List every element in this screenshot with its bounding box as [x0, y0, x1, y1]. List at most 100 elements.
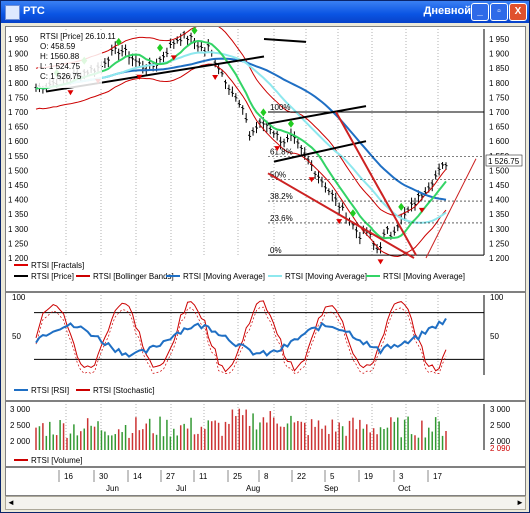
- trendline-red-up: [425, 158, 477, 259]
- date-month-label: Jun: [106, 484, 119, 493]
- fractal-down-icon: [418, 207, 425, 213]
- fib-level-label: 23.6%: [270, 214, 293, 223]
- date-day-label: 14: [133, 472, 142, 481]
- legend-label: RTSI [Price]: [31, 272, 74, 281]
- legend-label: RTSI [Bollinger Bands]: [93, 272, 174, 281]
- fractal-down-icon: [212, 74, 219, 80]
- restore-button[interactable]: ▫: [490, 3, 508, 21]
- close-button[interactable]: X: [509, 3, 527, 21]
- price-panel[interactable]: 1 950 1 950 1 900 1 900 1 850 1 850 1 800 1 800…: [5, 22, 526, 292]
- rsi-tick-right: 50: [490, 332, 499, 341]
- price-tick-right: 1 750: [489, 93, 510, 102]
- price-tick-left: 1 300: [8, 225, 29, 234]
- price-tick-left: 1 500: [8, 166, 29, 175]
- trendline-red-steep: [335, 111, 417, 256]
- fractal-down-icon: [136, 74, 143, 80]
- legend-label: RTSI [Volume]: [31, 456, 82, 465]
- date-day-label: 22: [297, 472, 306, 481]
- date-day-label: 8: [264, 472, 269, 481]
- volume-tick-left: 3 000: [10, 405, 31, 414]
- rsi-chart[interactable]: 100 100 50 50 RTSI [RSI] RTSI [Stochastic]: [6, 293, 525, 400]
- price-tick-left: 1 650: [8, 123, 29, 132]
- scroll-left-icon[interactable]: ◄: [7, 498, 15, 507]
- timeframe-label[interactable]: Дневной: [423, 5, 472, 17]
- date-day-label: 5: [330, 472, 335, 481]
- legend-label: RTSI [Stochastic]: [93, 386, 155, 395]
- price-tick-left: 1 800: [8, 79, 29, 88]
- price-tick-right: 1 900: [489, 50, 510, 59]
- price-tick-right: 1 500: [489, 166, 510, 175]
- title-bar: РТС Дневной _ ▫ X: [1, 1, 529, 23]
- volume-panel[interactable]: 3 000 3 000 2 500 2 500 2 000 2 000 2 090 RTSI…: [5, 401, 526, 467]
- trendline-channel-low: [273, 140, 367, 163]
- volume-last-value: 2 090: [490, 444, 511, 453]
- fib-level-label: 0%: [270, 246, 282, 255]
- date-month-label: Aug: [246, 484, 260, 493]
- ohlc-info-line: H: 1560.88: [40, 52, 80, 61]
- price-tick-right: 1 950: [489, 35, 510, 44]
- info-box: [38, 30, 102, 88]
- fractal-up-icon: [260, 108, 267, 117]
- fib-level-label: 38.2%: [270, 192, 293, 201]
- date-day-label: 19: [364, 472, 373, 481]
- date-day-label: 25: [233, 472, 242, 481]
- price-tick-left: 1 450: [8, 181, 29, 190]
- price-tick-right: 1 800: [489, 79, 510, 88]
- price-tick-left: 1 950: [8, 35, 29, 44]
- legend-label: RTSI [Moving Average]: [285, 272, 367, 281]
- legend-label: RTSI [Fractals]: [31, 261, 84, 270]
- fractal-down-icon: [67, 90, 74, 96]
- price-tick-right: 1 450: [489, 181, 510, 190]
- legend-label: RTSI [Moving Average]: [183, 272, 265, 281]
- price-tick-left: 1 750: [8, 93, 29, 102]
- price-tick-right: 1 350: [489, 210, 510, 219]
- price-chart[interactable]: 1 950 1 950 1 900 1 900 1 850 1 850 1 800 1 800…: [6, 22, 525, 291]
- ohlc-info-line: RTSI [Price] 26.10.11: [40, 32, 116, 41]
- rsi-tick-left: 50: [12, 332, 21, 341]
- price-tick-left: 1 900: [8, 50, 29, 59]
- date-axis: 16 30 14 27 11 25 8 22 5 19 3 17 Jun Jul Aug Sep Oct: [5, 467, 526, 496]
- bollinger-upper: [35, 22, 447, 217]
- date-month-label: Sep: [324, 484, 339, 493]
- volume-tick-right: 2 000: [490, 437, 511, 446]
- ohlc-info-line: C: 1 526.75: [40, 72, 82, 81]
- rsi-panel[interactable]: 100 100 50 50 RTSI [RSI] RTSI [Stochastic]: [5, 292, 526, 401]
- window-title: РТС: [23, 5, 45, 17]
- trendline-red-down: [267, 172, 415, 259]
- legend-label: RTSI [Moving Average]: [383, 272, 465, 281]
- price-tick-right: 1 600: [489, 137, 510, 146]
- date-month-label: Jul: [176, 484, 186, 493]
- scroll-right-icon[interactable]: ►: [516, 498, 524, 507]
- fractal-down-icon: [170, 55, 177, 61]
- rsi-tick-right: 100: [490, 293, 504, 302]
- volume-tick-left: 2 500: [10, 421, 31, 430]
- price-tick-left: 1 200: [8, 254, 29, 263]
- ohlc-info-line: L: 1 524.75: [40, 62, 81, 71]
- fractal-down-icon: [336, 219, 343, 225]
- fib-level-label: 50%: [270, 171, 286, 180]
- price-tick-right: 1 700: [489, 108, 510, 117]
- date-axis-labels: 16 30 14 27 11 25 8 22 5 19 3 17 Jun Jul Aug Sep Oct: [58, 470, 442, 493]
- price-tick-right: 1 400: [489, 196, 510, 205]
- fractal-up-icon: [157, 43, 164, 52]
- minimize-button[interactable]: _: [471, 3, 489, 21]
- price-tick-right: 1 650: [489, 123, 510, 132]
- price-tick-left: 1 850: [8, 64, 29, 73]
- ma-green-line: [35, 39, 447, 240]
- horizontal-scrollbar[interactable]: ◄ ►: [5, 496, 526, 510]
- date-day-label: 27: [166, 472, 175, 481]
- price-tick-right: 1 200: [489, 254, 510, 263]
- price-tick-left: 1 550: [8, 152, 29, 161]
- price-tick-left: 1 250: [8, 239, 29, 248]
- date-day-label: 16: [64, 472, 73, 481]
- volume-tick-right: 3 000: [490, 405, 511, 414]
- price-tick-left: 1 350: [8, 210, 29, 219]
- last-price-label: 1 526.75: [488, 157, 520, 166]
- trendline-channel: [267, 105, 367, 125]
- price-tick-left: 1 700: [8, 108, 29, 117]
- fractal-down-icon: [308, 177, 315, 183]
- fractal-up-icon: [191, 26, 198, 35]
- last-price-box: [485, 154, 523, 167]
